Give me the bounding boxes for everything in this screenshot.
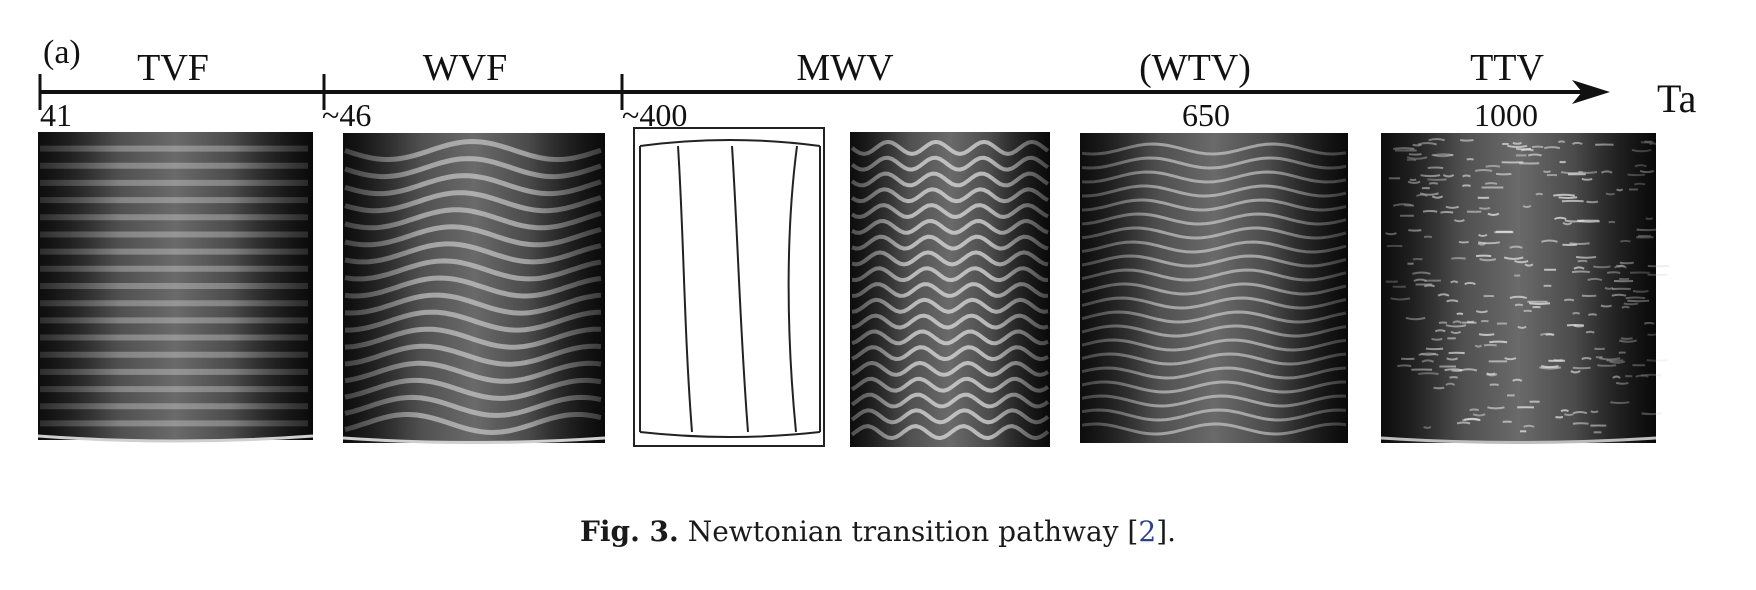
regime-label-mwv: MWV bbox=[796, 47, 894, 89]
tick-value-400: ~400 bbox=[622, 97, 688, 133]
regime-label-tvf: TVF bbox=[137, 47, 209, 89]
figure-caption: Fig. 3. Newtonian transition pathway [2]… bbox=[0, 515, 1756, 548]
axis-label: Ta bbox=[1657, 76, 1697, 121]
ttv-photo bbox=[1380, 133, 1670, 444]
regime-label-wvf: WVF bbox=[422, 47, 508, 89]
tick-value-46: ~46 bbox=[322, 97, 372, 133]
wvf-photo bbox=[342, 133, 606, 444]
ta-axis bbox=[38, 74, 1610, 110]
regime-label-ttv: TTV bbox=[1470, 47, 1544, 89]
mwv-sketch bbox=[633, 127, 825, 447]
tick-value-650: 650 bbox=[1182, 97, 1230, 133]
panel-label: (a) bbox=[43, 34, 81, 71]
tvf-photo bbox=[37, 132, 314, 443]
figure: (a) TVF WVF MWV (WTV) TTV 41 ~46 ~400 65… bbox=[37, 34, 1697, 447]
figure-graphics bbox=[37, 74, 1670, 447]
regime-label-wtv: (WTV) bbox=[1139, 47, 1251, 89]
wtv-photo bbox=[1080, 133, 1348, 443]
mwv-photo bbox=[850, 132, 1050, 447]
tick-value-1000: 1000 bbox=[1474, 97, 1538, 133]
caption-text: Newtonian transition pathway [ bbox=[678, 515, 1139, 548]
caption-label: Fig. 3. bbox=[579, 515, 679, 548]
caption-reference-link[interactable]: 2 bbox=[1138, 515, 1157, 548]
caption-end: ]. bbox=[1156, 515, 1177, 548]
tick-value-41: 41 bbox=[40, 97, 72, 133]
